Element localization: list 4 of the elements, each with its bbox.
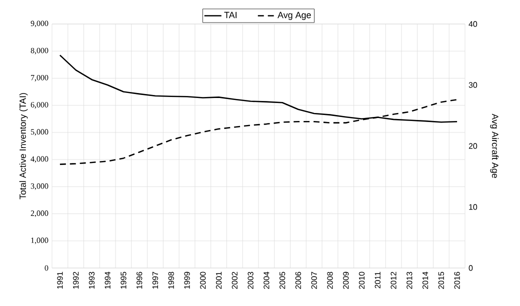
legend-label: Avg Age bbox=[278, 12, 311, 20]
legend-label: TAI bbox=[224, 12, 236, 18]
y2-axis-title: Avg Aircraft Age bbox=[490, 114, 499, 178]
y-axis-title: Total Active Inventory (TAI) bbox=[19, 93, 28, 200]
